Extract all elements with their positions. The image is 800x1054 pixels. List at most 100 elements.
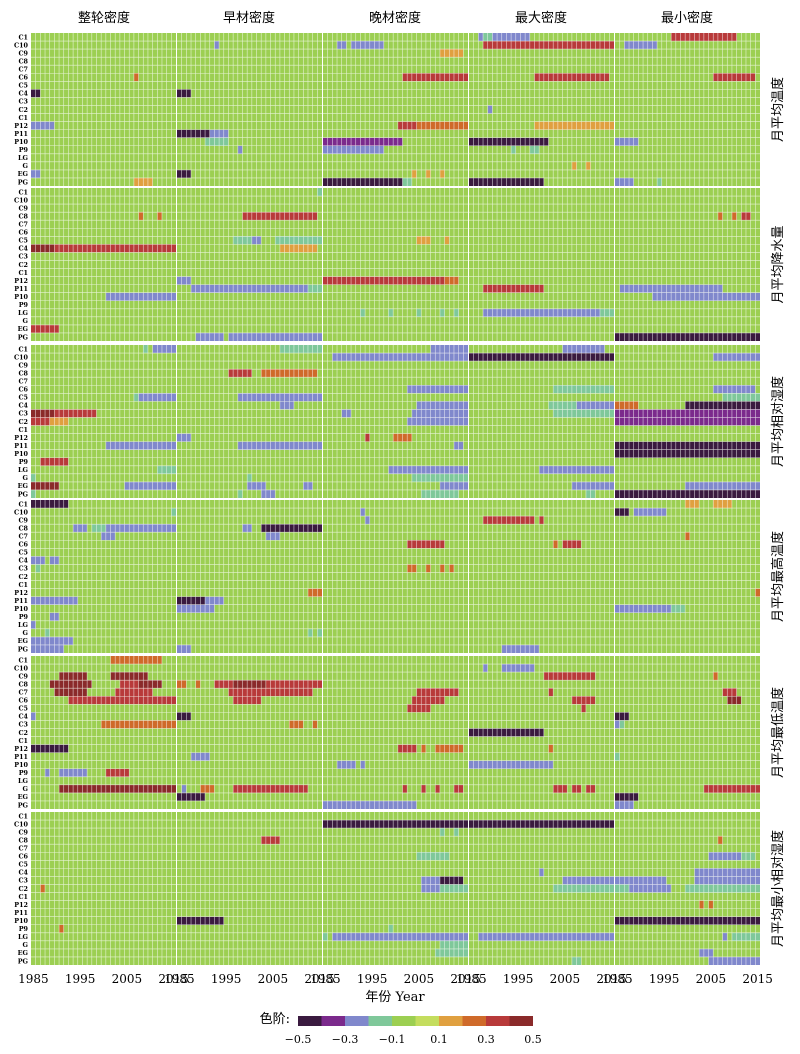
row-label: 月平均最低温度 [770,687,786,778]
heatmap-cell [407,385,468,394]
heatmap-cell [31,489,36,498]
heatmap-panel [615,656,760,809]
panel-gridlines [177,812,322,965]
heatmap-cell [615,876,667,885]
month-label: G [23,785,28,793]
heatmap-cell [629,884,672,893]
heatmap-cell [365,516,370,525]
heatmap-cell [323,932,328,941]
row-label: 月平均最高温度 [770,531,786,622]
heatmap-cell [731,212,737,221]
heatmap-cell [615,792,639,801]
month-label: P11 [14,597,28,605]
heatmap-cell [360,508,366,517]
column-titles: 整轮密度 早材密度 晚材密度 最大密度 最小密度 [78,10,713,26]
panel-gridlines [323,656,468,809]
month-label: C1 [18,426,28,434]
heatmap-cell [713,672,718,681]
heatmap-cell [553,784,568,793]
heatmap-cell [483,284,544,293]
month-label: P11 [14,285,28,293]
heatmap-cell [105,768,130,777]
month-label: P11 [14,753,28,761]
heatmap-cell [289,720,304,729]
heatmap-cell [615,712,630,721]
heatmap-cell [615,489,760,498]
heatmap-cell [31,473,36,482]
heatmap-cell [453,828,459,837]
heatmap-cell [421,784,426,793]
month-label: C7 [18,378,28,386]
heatmap-cell [615,417,760,426]
legend-label: −0.3 [332,1033,359,1046]
month-label: C10 [14,196,29,204]
panel-background [615,188,760,341]
panel-background [323,188,468,341]
heatmap-cell [360,760,366,769]
month-label: C6 [18,541,28,549]
panel-background [31,188,176,341]
x-tick-label: 1995 [503,972,534,986]
heatmap-cell [539,516,544,525]
panel-gridlines [615,812,760,965]
heatmap-cell [177,276,192,285]
month-label: PG [18,178,28,186]
heatmap-cell [323,820,468,829]
month-label: C1 [18,581,28,589]
heatmap-cell [307,284,322,293]
heatmap-cell [619,720,625,729]
heatmap-cell [31,121,55,130]
panel-gridlines [31,656,176,809]
month-label: C8 [18,680,28,688]
heatmap-panel [31,656,177,809]
panel-gridlines [177,500,322,653]
heatmap-cell [483,664,488,673]
heatmap-cell [699,948,714,957]
heatmap-cell [449,564,454,573]
heatmap-panel [615,812,760,965]
heatmap-cell [31,620,36,629]
heatmap-panel [469,188,614,341]
heatmap-cell [553,473,614,482]
month-label: P10 [14,605,28,613]
heatmap-cell [483,308,600,317]
month-label: EG [18,637,28,645]
month-label: C9 [18,361,28,369]
heatmap-panel [323,500,468,653]
month-label: P9 [19,925,29,933]
heatmap-cell [501,664,535,673]
heatmap-cell [439,876,464,885]
month-label: C6 [18,74,28,82]
heatmap-cell [483,516,535,525]
month-label: C5 [18,861,28,869]
month-label: P11 [14,130,28,138]
month-label: C4 [18,869,28,877]
column-title: 早材密度 [223,10,275,26]
heatmap-cell [177,644,192,653]
heatmap-cell [478,932,614,941]
heatmap-cell [31,636,74,645]
month-label: EG [18,170,28,178]
heatmap-panel [615,500,760,653]
month-label: C5 [18,237,28,245]
panel-gridlines [615,345,760,498]
heatmap-panel [469,656,614,809]
heatmap-cell [105,441,176,450]
heatmap-cell [261,524,322,533]
heatmap-panel [323,656,468,809]
panel-background [177,500,322,653]
heatmap-cell [360,308,366,317]
month-label: C10 [14,41,29,49]
month-label: C9 [18,49,28,57]
heatmap-panel [469,812,614,965]
heatmap-cell [444,236,450,245]
heatmap-cell [307,628,313,637]
month-label: C5 [18,705,28,713]
panel-gridlines [615,500,760,653]
heatmap-cell [469,353,614,362]
month-label: EG [18,325,28,333]
heatmap-cell [388,924,394,933]
heatmap-cell [416,236,431,245]
panel-gridlines [31,345,176,498]
